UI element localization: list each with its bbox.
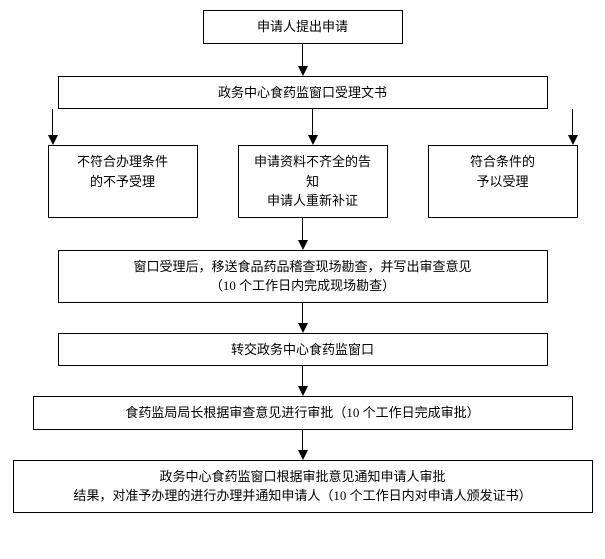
node-result-l1: 政务中心食药监窗口根据审批意见通知申请人审批 [159, 469, 445, 484]
arrow-3-4 [298, 218, 308, 250]
arrow-4-5 [298, 303, 308, 333]
arrow-1-2 [298, 44, 308, 76]
branch-arrows [48, 109, 578, 145]
node-apply: 申请人提出申请 [203, 10, 403, 44]
node-reject-l1: 不符合办理条件 [77, 154, 168, 169]
node-result: 政务中心食药监窗口根据审批意见通知申请人审批 结果，对准予办理的进行办理并通知申… [13, 460, 593, 513]
flowchart-root: 申请人提出申请 政务中心食药监窗口受理文书 不符合办理条件 的不予受理 申请资料… [10, 10, 595, 513]
node-inspect-l1: 窗口受理后，移送食品药品稽查现场勘查，并写出审查意见 [133, 259, 471, 274]
node-inspect: 窗口受理后，移送食品药品稽查现场勘查，并写出审查意见 （10 个工作日内完成现场… [58, 250, 548, 303]
node-incomplete-l1: 申请资料不齐全的告知 [254, 154, 371, 189]
node-reject-l2: 的不予受理 [90, 174, 155, 189]
node-incomplete: 申请资料不齐全的告知 申请人重新补证 [238, 145, 388, 218]
node-accept-doc-text: 政务中心食药监窗口受理文书 [218, 85, 387, 100]
arrow-6-7 [298, 430, 308, 460]
branch-row: 不符合办理条件 的不予受理 申请资料不齐全的告知 申请人重新补证 符合条件的 予… [48, 145, 578, 218]
node-qualify-l1: 符合条件的 [470, 154, 535, 169]
node-qualify: 符合条件的 予以受理 [428, 145, 578, 218]
node-transfer-text: 转交政务中心食药监窗口 [231, 342, 374, 357]
node-incomplete-l2: 申请人重新补证 [267, 193, 358, 208]
node-inspect-l2: （10 个工作日内完成现场勘查） [210, 278, 395, 293]
node-transfer: 转交政务中心食药监窗口 [58, 333, 548, 367]
arrow-5-6 [298, 366, 308, 396]
node-reject: 不符合办理条件 的不予受理 [48, 145, 198, 218]
node-apply-text: 申请人提出申请 [257, 19, 348, 34]
node-approve: 食药监局局长根据审查意见进行审批（10 个工作日完成审批） [33, 396, 573, 430]
node-qualify-l2: 予以受理 [476, 174, 528, 189]
node-approve-text: 食药监局局长根据审查意见进行审批（10 个工作日完成审批） [125, 405, 479, 420]
node-accept-doc: 政务中心食药监窗口受理文书 [58, 76, 548, 110]
node-result-l2: 结果，对准予办理的进行办理并通知申请人（10 个工作日内对申请人颁发证书） [73, 488, 531, 503]
